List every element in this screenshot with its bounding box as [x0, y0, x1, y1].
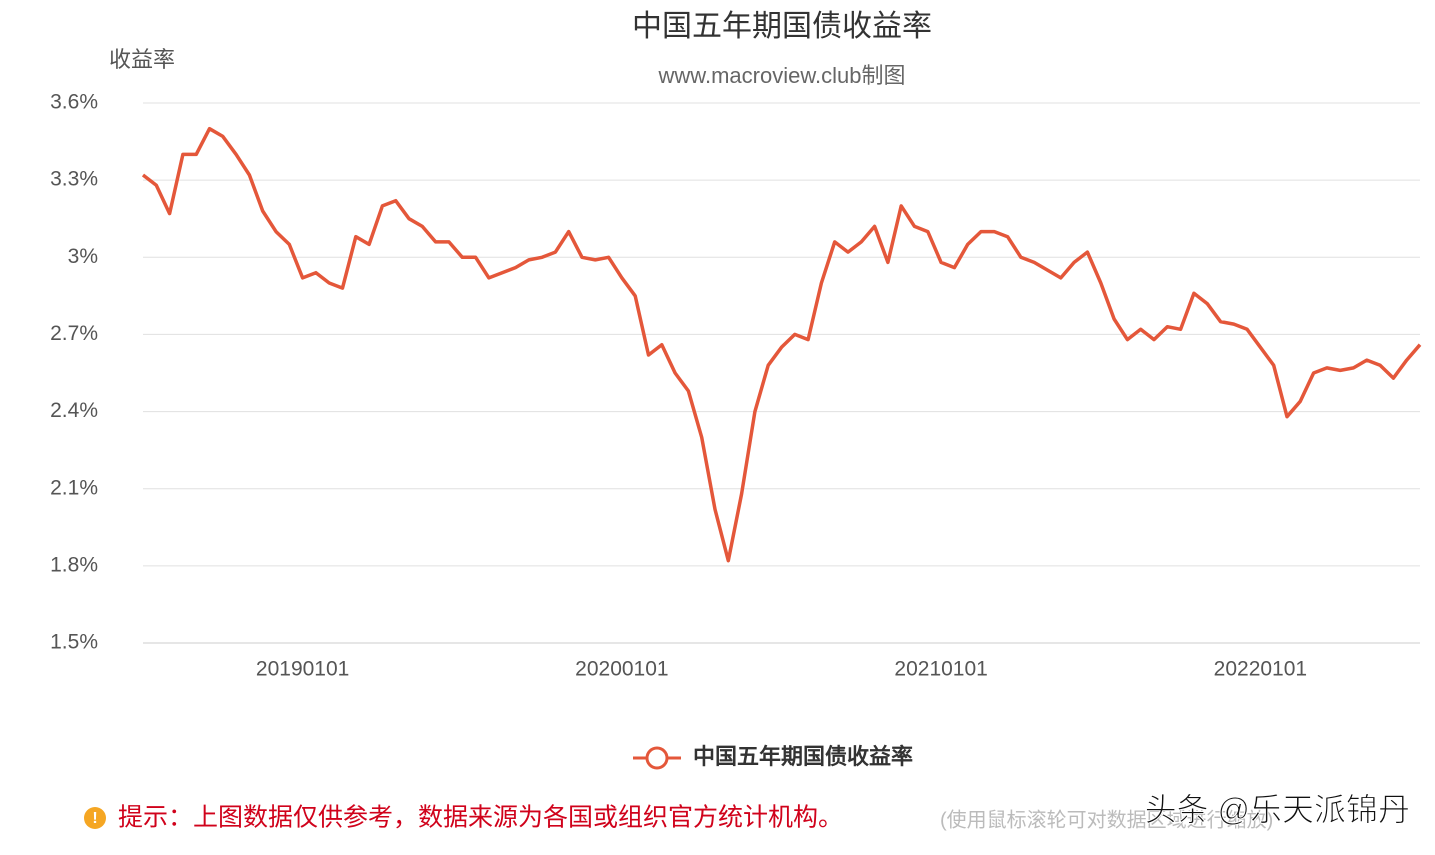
- x-tick-label: 20200101: [575, 658, 668, 681]
- watermark: 头条 @乐天派锦丹: [1145, 791, 1410, 827]
- info-icon-mark: !: [92, 810, 97, 827]
- y-axis-label: 收益率: [109, 47, 175, 72]
- chart-title: 中国五年期国债收益率: [632, 10, 932, 43]
- legend-label: 中国五年期国债收益率: [693, 744, 913, 769]
- footer-hint: (使用鼠标滚轮可对数据区域进行缩放): [940, 808, 1273, 831]
- footer-note: 提示：上图数据仅供参考，数据来源为各国或组织官方统计机构。: [118, 804, 843, 832]
- y-tick-label: 2.4%: [50, 399, 98, 422]
- chart-subtitle: www.macroview.club制图: [658, 63, 906, 88]
- y-tick-label: 2.7%: [50, 322, 98, 345]
- x-tick-label: 20210101: [894, 658, 987, 681]
- info-icon: [84, 807, 106, 829]
- data-line: [141, 126, 1422, 563]
- x-tick-label: 20220101: [1214, 658, 1307, 681]
- y-tick-label: 3.6%: [50, 91, 98, 114]
- x-tick-label: 20190101: [256, 658, 349, 681]
- y-tick-label: 1.8%: [50, 553, 98, 576]
- legend-marker: [645, 746, 669, 770]
- y-tick-label: 2.1%: [50, 476, 98, 499]
- y-tick-label: 3%: [68, 245, 98, 268]
- y-tick-label: 3.3%: [50, 168, 98, 191]
- y-tick-label: 1.5%: [50, 631, 98, 654]
